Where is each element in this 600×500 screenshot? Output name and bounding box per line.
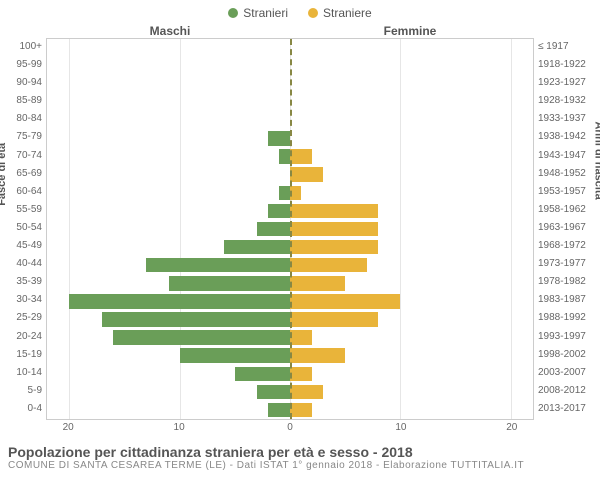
y-tick-birth: 1923-1927 [538, 74, 600, 92]
y-axis-title-left: Fasce di età [0, 143, 8, 206]
bar-male [169, 276, 291, 290]
y-tick-age: 30-34 [0, 291, 42, 309]
y-tick-birth: 1933-1937 [538, 110, 600, 128]
y-tick-age: 5-9 [0, 382, 42, 400]
bar-male [257, 385, 290, 399]
y-tick-birth: 1998-2002 [538, 346, 600, 364]
y-tick-birth: 1918-1922 [538, 56, 600, 74]
x-tick: 10 [395, 422, 406, 433]
bar-male [102, 312, 290, 326]
column-header-female: Femmine [290, 24, 530, 38]
plot-wrap: 100+95-9990-9485-8980-8475-7970-7465-696… [0, 38, 600, 420]
y-tick-birth: 1983-1987 [538, 291, 600, 309]
y-tick-birth: 1953-1957 [538, 183, 600, 201]
chart-footer: Popolazione per cittadinanza straniera p… [0, 438, 600, 471]
y-tick-birth: 1958-1962 [538, 201, 600, 219]
bar-male [113, 330, 290, 344]
x-tick: 20 [63, 422, 74, 433]
bar-male [69, 294, 290, 308]
y-tick-birth: 1968-1972 [538, 237, 600, 255]
legend-item-male: Stranieri [228, 6, 288, 20]
y-axis-title-right: Anni di nascita [592, 121, 600, 199]
y-tick-birth: 1938-1942 [538, 128, 600, 146]
y-tick-age: 80-84 [0, 110, 42, 128]
legend-swatch-male [228, 8, 238, 18]
y-axis-right: ≤ 19171918-19221923-19271928-19321933-19… [534, 38, 600, 418]
x-axis: 20 10 0 10 20 [46, 420, 534, 438]
y-tick-age: 25-29 [0, 309, 42, 327]
y-tick-birth: 2003-2007 [538, 364, 600, 382]
y-tick-age: 85-89 [0, 92, 42, 110]
y-tick-birth: 1943-1947 [538, 147, 600, 165]
x-tick: 0 [287, 422, 293, 433]
legend-item-female: Straniere [308, 6, 372, 20]
column-header-male: Maschi [50, 24, 290, 38]
y-tick-age: 100+ [0, 38, 42, 56]
y-tick-age: 10-14 [0, 364, 42, 382]
legend-label-male: Stranieri [243, 6, 288, 20]
chart-title: Popolazione per cittadinanza straniera p… [8, 444, 592, 460]
x-tick: 10 [174, 422, 185, 433]
y-axis-left: 100+95-9990-9485-8980-8475-7970-7465-696… [0, 38, 46, 418]
chart-frame: Maschi Femmine Fasce di età Anni di nasc… [0, 24, 600, 438]
y-tick-age: 95-99 [0, 56, 42, 74]
column-headers: Maschi Femmine [0, 24, 600, 38]
legend: Stranieri Straniere [0, 0, 600, 20]
y-tick-birth: ≤ 1917 [538, 38, 600, 56]
y-tick-age: 35-39 [0, 273, 42, 291]
y-tick-birth: 1928-1932 [538, 92, 600, 110]
y-tick-birth: 2008-2012 [538, 382, 600, 400]
bar-male [235, 367, 290, 381]
bar-male [146, 258, 290, 272]
center-line [290, 39, 533, 419]
y-tick-birth: 2013-2017 [538, 400, 600, 418]
bar-male [268, 131, 290, 145]
x-tick: 20 [506, 422, 517, 433]
y-tick-age: 20-24 [0, 328, 42, 346]
y-tick-age: 15-19 [0, 346, 42, 364]
bar-male [279, 149, 290, 163]
chart-subtitle: COMUNE DI SANTA CESAREA TERME (LE) - Dat… [8, 460, 592, 471]
bar-male [180, 348, 290, 362]
plot-area [46, 38, 534, 420]
y-tick-age: 50-54 [0, 219, 42, 237]
bar-male [224, 240, 290, 254]
y-tick-age: 40-44 [0, 255, 42, 273]
y-tick-birth: 1993-1997 [538, 328, 600, 346]
y-tick-birth: 1948-1952 [538, 165, 600, 183]
bar-male [279, 186, 290, 200]
bar-male [257, 222, 290, 236]
y-tick-age: 90-94 [0, 74, 42, 92]
bar-male [268, 403, 290, 417]
legend-swatch-female [308, 8, 318, 18]
y-tick-birth: 1973-1977 [538, 255, 600, 273]
legend-label-female: Straniere [323, 6, 372, 20]
y-tick-birth: 1963-1967 [538, 219, 600, 237]
y-tick-age: 45-49 [0, 237, 42, 255]
y-tick-birth: 1988-1992 [538, 309, 600, 327]
bar-male [268, 204, 290, 218]
y-tick-birth: 1978-1982 [538, 273, 600, 291]
y-tick-age: 0-4 [0, 400, 42, 418]
